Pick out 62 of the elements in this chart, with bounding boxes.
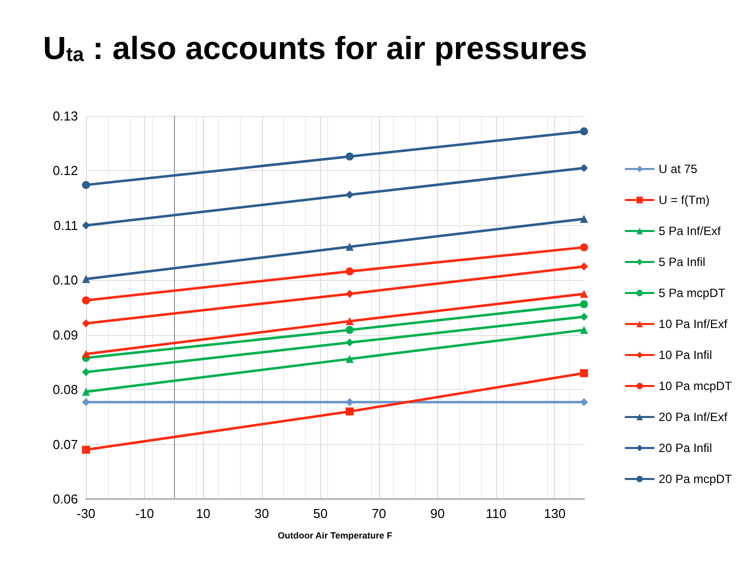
legend-label: 10 Pa Infil — [658, 348, 712, 362]
point — [82, 180, 90, 189]
legend-label: U at 75 — [658, 162, 698, 176]
y-tick-label: 0.13 — [52, 108, 78, 124]
y-tick-label: 0.10 — [52, 272, 78, 288]
y-tick-label: 0.06 — [52, 492, 78, 506]
y-tick-label: 0.12 — [52, 163, 78, 178]
point — [82, 275, 90, 284]
point — [82, 319, 90, 328]
y-tick-label: 0.11 — [54, 218, 78, 233]
legend-label: 20 Pa Infil — [658, 441, 712, 455]
point — [580, 243, 588, 252]
point — [346, 290, 354, 298]
point — [580, 300, 588, 308]
x-tick-label: 110 — [486, 506, 506, 521]
point — [346, 398, 354, 406]
point — [580, 164, 588, 172]
point — [82, 221, 90, 230]
point — [580, 326, 588, 334]
legend-label: 10 Pa mcpDT — [658, 379, 733, 393]
legend-label: 20 Pa Inf/Exf — [658, 410, 728, 424]
legend-label: 20 Pa mcpDT — [658, 472, 733, 486]
point — [346, 190, 354, 199]
x-tick-label: 10 — [196, 506, 210, 521]
point — [580, 290, 588, 298]
legend-label: 5 Pa mcpDT — [658, 286, 726, 300]
point — [346, 267, 354, 276]
x-tick-label: 70 — [372, 506, 386, 521]
y-tick-label: 0.09 — [52, 327, 78, 342]
x-tick-label: 90 — [430, 506, 445, 521]
point — [580, 214, 588, 223]
x-tick-label: 30 — [254, 506, 269, 521]
point — [82, 296, 90, 304]
point — [82, 398, 90, 406]
point — [580, 262, 588, 270]
point — [346, 242, 354, 251]
x-tick-label: 50 — [313, 506, 328, 521]
point — [82, 350, 90, 358]
x-tick-label: -10 — [135, 506, 154, 521]
x-tick-label: -30 — [76, 506, 96, 521]
point — [346, 338, 354, 347]
legend-label: 5 Pa Infil — [658, 255, 706, 269]
legend-label: U = f(Tm) — [658, 193, 710, 207]
point — [346, 317, 354, 326]
point — [82, 388, 90, 396]
point — [580, 369, 588, 378]
y-tick-label: 0.08 — [52, 382, 78, 398]
point — [82, 368, 90, 376]
point — [346, 326, 354, 334]
point — [346, 354, 354, 363]
point — [580, 312, 588, 321]
x-tick-label: 130 — [544, 506, 566, 521]
x-axis-title: Outdoor Air Temperature F — [278, 530, 393, 540]
chart-title: Uta : also accounts for air pressures — [43, 30, 588, 66]
point — [580, 127, 588, 136]
legend-label: 10 Pa Inf/Exf — [658, 317, 728, 331]
point — [580, 398, 588, 406]
point — [82, 446, 90, 454]
point — [346, 407, 354, 416]
y-tick-label: 0.07 — [52, 436, 78, 452]
point — [346, 152, 354, 160]
legend-label: 5 Pa Inf/Exf — [658, 224, 722, 238]
